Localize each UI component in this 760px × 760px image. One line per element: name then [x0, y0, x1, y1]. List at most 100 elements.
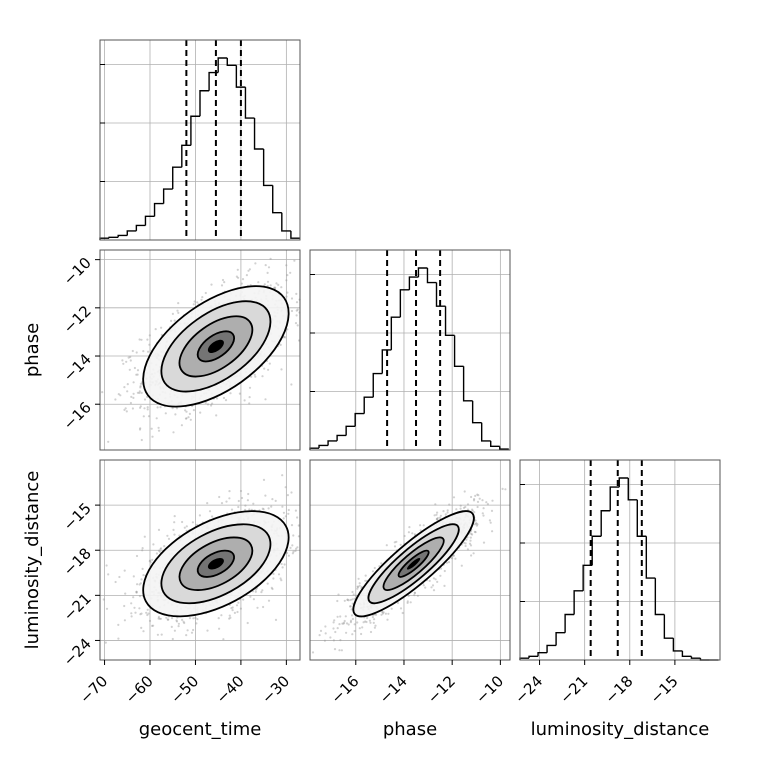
- scatter-point: [170, 319, 173, 322]
- scatter-point: [139, 386, 142, 389]
- scatter-point: [139, 582, 142, 585]
- scatter-point: [211, 402, 214, 405]
- scatter-point: [200, 298, 203, 301]
- scatter-point: [424, 586, 427, 589]
- scatter-point: [286, 274, 289, 277]
- scatter-point: [142, 350, 145, 353]
- scatter-point: [280, 286, 283, 289]
- scatter-point: [146, 613, 149, 617]
- histogram-bin: [573, 590, 584, 615]
- scatter-point: [345, 631, 348, 634]
- histogram-bin: [390, 316, 401, 350]
- scatter-point: [240, 282, 243, 285]
- scatter-point: [147, 612, 150, 615]
- scatter-point: [372, 621, 375, 625]
- scatter-point: [183, 526, 186, 529]
- scatter-point: [228, 497, 231, 500]
- scatter-point: [341, 622, 344, 625]
- scatter-point: [135, 373, 138, 376]
- scatter-point: [343, 599, 346, 602]
- histogram-bin: [135, 224, 146, 231]
- histogram-bin: [690, 656, 701, 659]
- scatter-point: [132, 596, 135, 599]
- scatter-point: [336, 599, 339, 603]
- scatter-point: [295, 314, 298, 317]
- scatter-point: [159, 548, 162, 551]
- scatter-point: [117, 637, 120, 640]
- scatter-point: [141, 547, 144, 550]
- scatter-point: [361, 626, 364, 629]
- scatter-point: [107, 573, 110, 576]
- histogram-bin: [217, 57, 228, 73]
- scatter-point: [292, 534, 295, 537]
- scatter-point: [185, 525, 188, 528]
- scatter-point: [228, 617, 231, 620]
- histogram-bin: [499, 446, 509, 450]
- scatter-point: [284, 336, 287, 339]
- scatter-point: [274, 499, 277, 502]
- scatter-point: [257, 281, 260, 284]
- panel-frame: [99, 39, 301, 241]
- scatter-point: [138, 390, 141, 393]
- scatter-point: [286, 291, 289, 294]
- y-tick-label: −10: [60, 254, 95, 289]
- scatter-point: [182, 620, 185, 623]
- histogram-bin: [117, 234, 128, 238]
- scatter-point: [273, 286, 276, 289]
- scatter-point: [157, 426, 160, 429]
- histogram-bin: [462, 366, 473, 402]
- scatter-point: [133, 606, 136, 609]
- scatter-point: [280, 562, 283, 566]
- scatter-point: [311, 651, 315, 654]
- scatter-point: [332, 627, 335, 630]
- scatter-point: [175, 619, 178, 622]
- scatter-point: [184, 409, 187, 412]
- scatter-point: [329, 636, 332, 639]
- scatter-point: [237, 601, 240, 604]
- scatter-point: [138, 583, 141, 586]
- scatter-point: [140, 338, 143, 341]
- scatter-point: [146, 338, 149, 341]
- scatter-point: [236, 610, 239, 614]
- scatter-point: [373, 618, 376, 621]
- scatter-point: [171, 312, 174, 315]
- scatter-point: [381, 612, 384, 615]
- scatter-point: [413, 533, 416, 536]
- scatter-point: [296, 516, 299, 519]
- x-axis-label-phase: phase: [383, 719, 437, 740]
- scatter-point: [114, 580, 117, 584]
- scatter-point: [142, 574, 145, 577]
- scatter-point: [271, 587, 274, 591]
- scatter-point: [253, 373, 256, 376]
- x-axis-label-luminosity-distance: luminosity_distance: [531, 719, 710, 740]
- scatter-point: [184, 417, 188, 420]
- scatter-point: [159, 406, 162, 409]
- scatter-point: [465, 538, 468, 541]
- scatter-point: [489, 521, 492, 524]
- scatter-point: [195, 622, 198, 625]
- scatter-point: [340, 649, 343, 652]
- scatter-point: [222, 396, 226, 400]
- x-tick-label: −16: [327, 672, 362, 707]
- scatter-point: [223, 281, 226, 284]
- scatter-point: [294, 322, 298, 325]
- scatter-point: [350, 608, 353, 611]
- scatter-point: [396, 601, 400, 605]
- scatter-point: [345, 622, 349, 625]
- scatter-point: [296, 546, 299, 549]
- scatter-point: [188, 617, 192, 620]
- scatter-point: [474, 531, 477, 534]
- scatter-point: [295, 309, 298, 312]
- scatter-point: [196, 618, 199, 621]
- scatter-point: [228, 614, 231, 617]
- scatter-point: [130, 395, 133, 398]
- scatter-point: [181, 618, 184, 622]
- scatter-point: [464, 542, 467, 545]
- scatter-point: [129, 355, 132, 359]
- scatter-point: [422, 524, 425, 527]
- scatter-point: [470, 495, 473, 499]
- scatter-point: [185, 410, 188, 413]
- scatter-point: [180, 424, 183, 427]
- scatter-point: [172, 528, 175, 532]
- scatter-point: [264, 264, 267, 267]
